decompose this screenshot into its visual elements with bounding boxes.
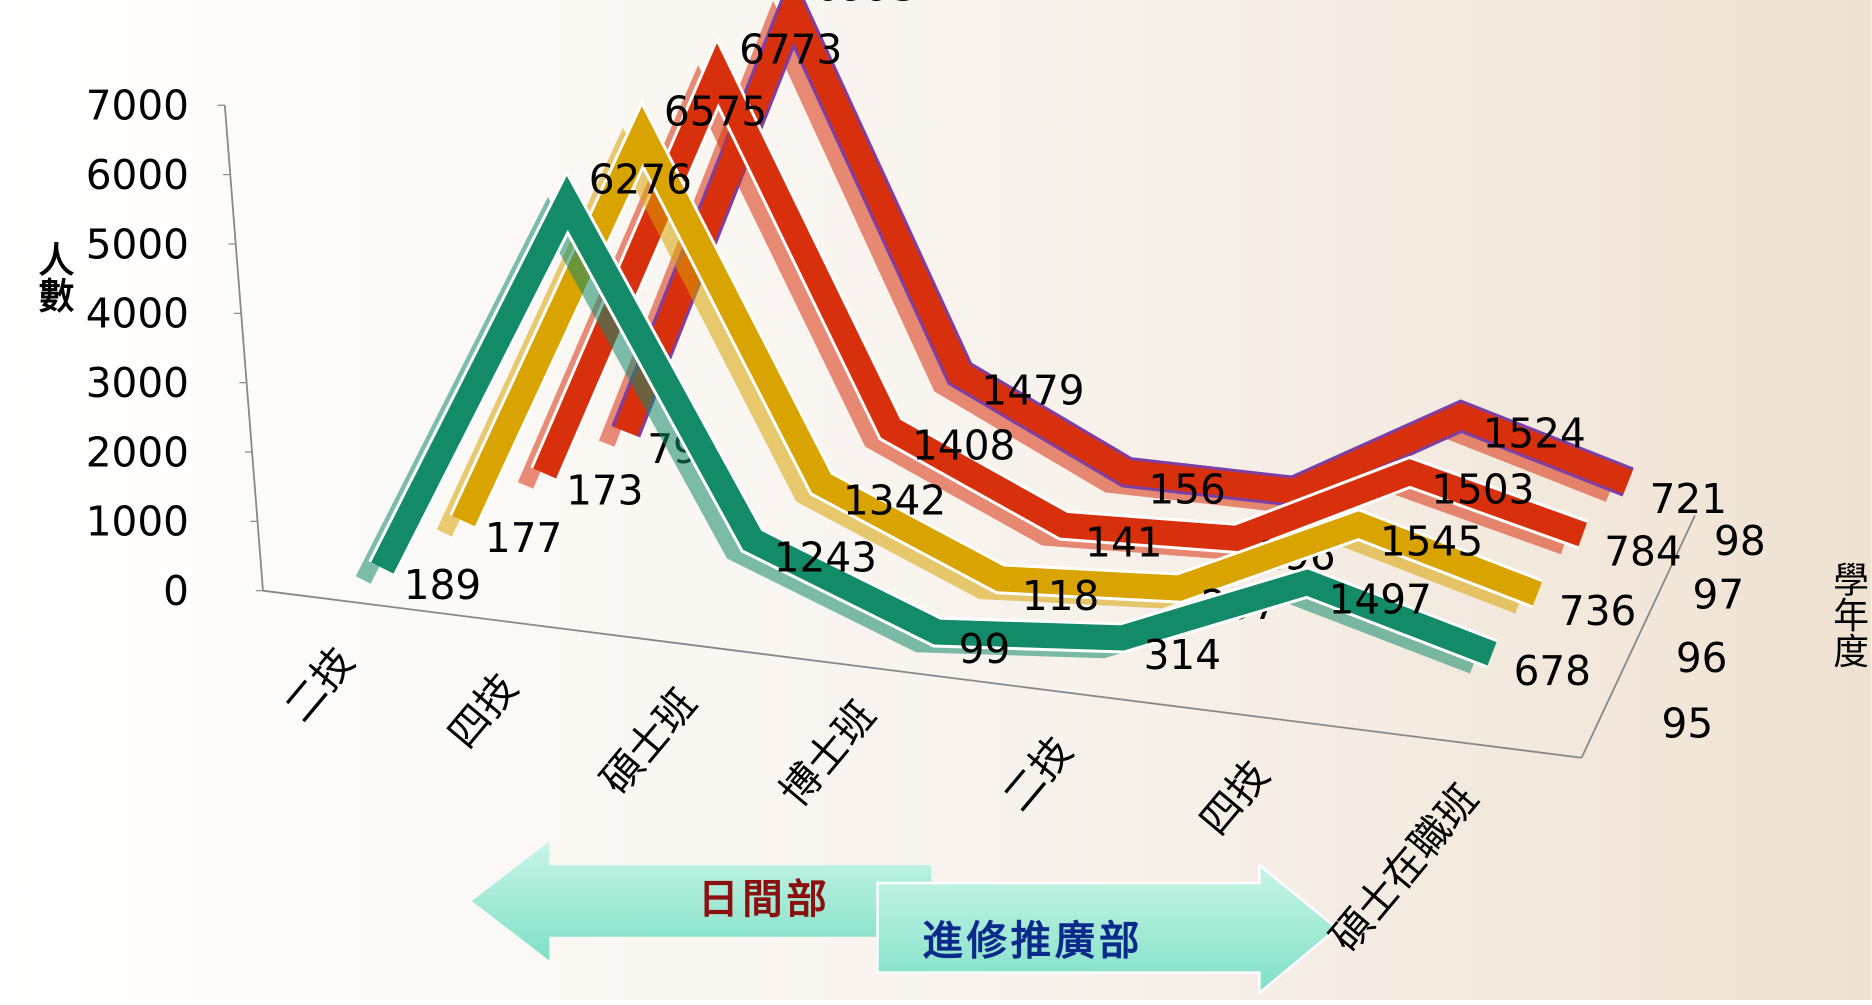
ribbon	[533, 43, 1588, 552]
y-tick-label: 4000	[86, 290, 189, 338]
left-arrow	[471, 841, 932, 961]
data-label: 314	[1144, 631, 1221, 679]
data-label: 6993	[814, 0, 917, 11]
depth-tick-label: 96	[1676, 634, 1728, 682]
y-tick-label: 7000	[86, 82, 189, 130]
annotation: 進修推廣部	[922, 917, 1143, 965]
y-tick-label: 0	[163, 567, 189, 615]
y-tick-label: 6000	[86, 151, 189, 199]
data-label: 736	[1559, 587, 1636, 635]
series: 189 6276 1243 99 314 1497 678	[355, 155, 1591, 695]
depth-axis	[1580, 515, 1696, 759]
data-label: 173	[566, 467, 643, 515]
data-label: 6575	[664, 87, 767, 135]
ribbon	[614, 0, 1633, 505]
data-label: 156	[1148, 465, 1225, 513]
y-tick-label: 3000	[86, 359, 189, 407]
annotation: 日間部	[698, 875, 830, 923]
data-label: 177	[485, 514, 562, 562]
data-label: 1497	[1329, 576, 1432, 624]
data-label: 1503	[1431, 465, 1534, 513]
y-tick-label: 2000	[86, 428, 189, 476]
data-label: 1545	[1380, 518, 1483, 566]
data-label: 189	[404, 561, 481, 609]
depth-axis-label: 學年度	[1827, 561, 1868, 668]
data-label: 784	[1604, 528, 1681, 576]
y-axis-label: 人數	[32, 241, 74, 313]
y-tick-label: 1000	[86, 498, 189, 546]
right-arrow	[876, 862, 1339, 996]
data-label: 1408	[912, 422, 1015, 470]
data-label: 1524	[1483, 409, 1586, 457]
data-label: 1243	[774, 533, 877, 581]
axes	[223, 104, 1696, 759]
data-label: 1479	[981, 367, 1084, 415]
ribbon	[452, 106, 1542, 606]
data-label: 6276	[589, 155, 692, 203]
depth-tick-label: 98	[1714, 517, 1766, 565]
depth-tick-label: 95	[1662, 699, 1714, 747]
data-label: 141	[1085, 518, 1162, 566]
data-label: 678	[1514, 647, 1591, 695]
data-label: 6773	[739, 26, 842, 74]
data-label: 721	[1650, 475, 1727, 523]
depth-tick-label: 97	[1693, 571, 1745, 619]
x-axis	[262, 589, 1582, 759]
y-tick-label: 5000	[86, 220, 189, 268]
data-label: 1342	[843, 476, 946, 524]
y-axis	[223, 104, 264, 591]
arrows: 日間部 進修推廣部	[471, 841, 1339, 996]
ribbon	[371, 175, 1497, 666]
data-label: 118	[1022, 572, 1099, 620]
data-label: 99	[959, 625, 1011, 673]
